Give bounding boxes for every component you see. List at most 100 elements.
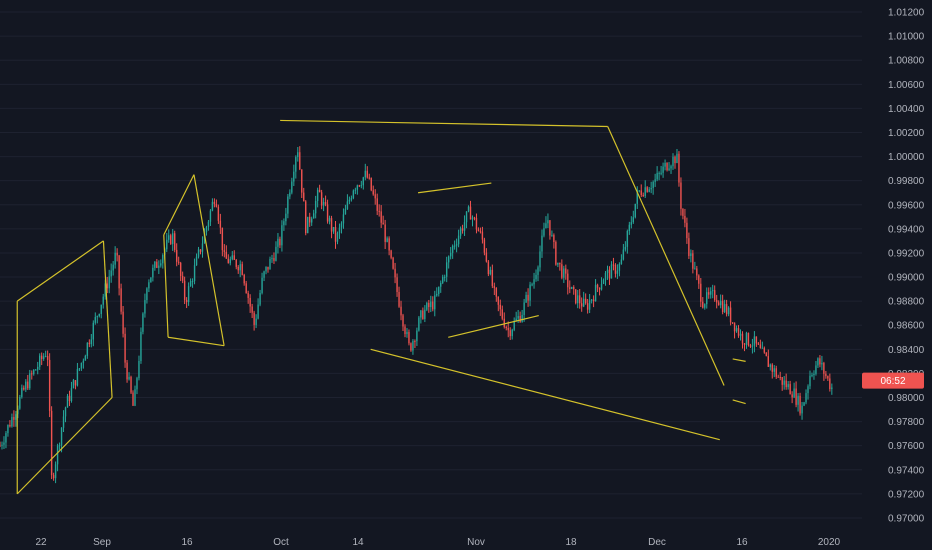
trend-line[interactable] xyxy=(163,234,169,338)
candle-body xyxy=(600,284,603,290)
candle-body xyxy=(392,257,394,269)
trend-line[interactable] xyxy=(732,358,746,362)
candle-body xyxy=(602,279,605,285)
x-tick-label: 18 xyxy=(565,537,577,548)
trend-line[interactable] xyxy=(102,240,113,398)
candle-body xyxy=(368,177,370,179)
candle-body xyxy=(301,169,303,193)
candle-body xyxy=(344,209,347,215)
candle-body xyxy=(535,274,537,280)
pattern-drawings[interactable] xyxy=(16,119,746,495)
candle-body xyxy=(267,266,269,270)
candle-body xyxy=(445,262,448,277)
candle-body xyxy=(791,394,793,398)
candle-body xyxy=(21,387,23,397)
candle-body xyxy=(831,387,833,389)
trend-line[interactable] xyxy=(448,315,539,338)
last-price-tag: 06:52 xyxy=(862,372,924,389)
candle-body xyxy=(5,433,7,443)
candle-body xyxy=(449,252,452,257)
candle-body xyxy=(755,336,758,344)
trend-line[interactable] xyxy=(16,397,113,495)
candle-body xyxy=(235,259,237,267)
candle-body xyxy=(62,416,65,428)
candle-body xyxy=(646,187,648,192)
trend-line[interactable] xyxy=(280,119,608,128)
candle-body xyxy=(35,369,37,371)
candle-body xyxy=(636,190,638,204)
candle-body xyxy=(285,213,287,222)
candle-body xyxy=(497,296,500,305)
candle-body xyxy=(146,288,148,301)
candle-body xyxy=(815,365,817,374)
trend-line[interactable] xyxy=(168,336,225,347)
trend-line[interactable] xyxy=(193,174,225,346)
candle-body xyxy=(221,227,224,251)
candle-body xyxy=(477,229,480,232)
candle-body xyxy=(805,393,807,403)
time-axis[interactable]: 22 Sep 16 Oct 14 Nov 18 Dec 16 2020 xyxy=(35,537,840,548)
candle-body xyxy=(376,198,378,211)
candle-body xyxy=(434,295,436,310)
candle-body xyxy=(509,330,511,337)
trend-line[interactable] xyxy=(16,240,104,302)
candle-body xyxy=(547,220,549,224)
trend-line[interactable] xyxy=(417,182,492,194)
candle-body xyxy=(797,395,799,405)
candle-body xyxy=(773,368,775,372)
candle-body xyxy=(626,230,629,247)
trend-line[interactable] xyxy=(163,174,195,236)
candle-body xyxy=(612,264,615,266)
candle-body xyxy=(84,355,87,361)
candle-body xyxy=(98,313,100,317)
price-axis[interactable]: 1.01200 1.01000 1.00800 1.00600 1.00400 1.002… xyxy=(888,8,925,525)
candle-body xyxy=(527,294,529,301)
candle-body xyxy=(422,310,424,319)
candle-body xyxy=(193,265,196,282)
candle-body xyxy=(402,315,404,327)
candle-body xyxy=(801,405,803,414)
candle-body xyxy=(660,172,662,174)
candle-body xyxy=(694,268,696,270)
candle-body xyxy=(150,277,152,283)
candle-body xyxy=(511,329,513,337)
candle-body xyxy=(467,206,470,212)
candle-body xyxy=(350,198,353,200)
candle-body xyxy=(777,376,779,378)
candle-body xyxy=(652,181,654,188)
trend-line[interactable] xyxy=(732,399,746,405)
candle-body xyxy=(305,201,307,234)
candle-body xyxy=(465,211,468,223)
candle-body xyxy=(698,275,700,284)
candle-body xyxy=(342,214,345,224)
candle-body xyxy=(616,270,619,274)
candle-body xyxy=(253,312,255,325)
candle-body xyxy=(134,389,136,406)
candle-body xyxy=(386,238,388,242)
candle-body xyxy=(50,410,53,476)
candle-body xyxy=(322,202,325,206)
candle-body xyxy=(821,363,823,365)
candle-body xyxy=(678,153,680,183)
candle-body xyxy=(539,251,541,268)
candle-body xyxy=(674,156,676,164)
candle-body xyxy=(690,253,692,256)
candle-body xyxy=(654,179,656,182)
candle-body xyxy=(201,243,204,252)
trend-line[interactable] xyxy=(370,348,720,441)
candle-body xyxy=(541,235,543,252)
candle-body xyxy=(608,269,611,279)
candle-body xyxy=(461,228,464,231)
candle-body xyxy=(414,341,416,343)
candle-body xyxy=(725,304,728,315)
candle-body xyxy=(225,251,228,259)
candle-body xyxy=(598,287,601,290)
candle-body xyxy=(390,250,392,258)
trend-line[interactable] xyxy=(607,126,725,386)
candle-body xyxy=(243,274,245,284)
candle-body xyxy=(751,345,754,347)
candle-body xyxy=(517,316,519,319)
candle-body xyxy=(785,380,787,388)
candle-body xyxy=(199,249,202,252)
